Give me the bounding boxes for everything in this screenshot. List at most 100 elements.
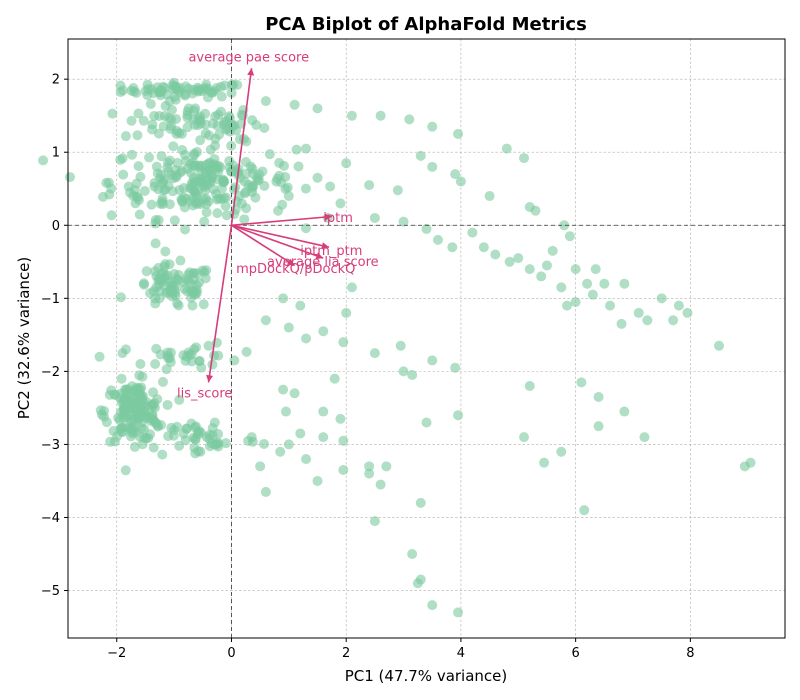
data-point [642,315,653,326]
data-point [562,300,573,311]
data-point [115,407,126,418]
data-point [536,271,547,282]
data-point [147,124,158,135]
data-point [714,340,725,351]
data-point [139,186,150,197]
data-point [126,115,137,126]
data-point [127,149,138,160]
data-point [164,353,175,364]
data-point [427,121,438,132]
data-point [364,180,375,191]
data-point [163,166,174,177]
data-point [432,234,443,245]
data-point [195,174,206,185]
y-tick-label: 1 [52,146,60,161]
data-point [668,315,679,326]
data-point [381,461,392,472]
data-point [619,406,630,417]
plot-frame [67,38,786,639]
data-point [251,119,262,130]
data-point [260,486,271,497]
data-point [616,318,627,329]
data-point [312,475,323,486]
data-point [124,421,135,432]
data-point [178,183,189,194]
data-point [157,178,168,189]
data-point [605,300,616,311]
loading-arrow [207,225,233,383]
data-point [564,231,575,242]
data-point [245,161,256,172]
data-point [239,176,250,187]
data-point [120,394,131,405]
loading-label: average lia score [267,255,379,270]
data-point [199,216,210,227]
data-point [346,282,357,293]
data-point [204,178,215,189]
data-point [106,210,117,221]
data-point [167,186,178,197]
data-point [198,299,209,310]
data-point [154,110,165,121]
data-point [118,169,129,180]
y-tick-label: −5 [41,584,60,599]
y-tick-label: −2 [41,365,60,380]
data-point [130,198,141,209]
data-point [246,181,257,192]
data-point [633,307,644,318]
data-point [539,457,550,468]
data-point [204,441,215,452]
data-point [148,285,159,296]
data-point [576,377,587,388]
data-point [203,340,214,351]
data-point [220,438,231,449]
data-point [200,128,211,139]
data-point [404,114,415,125]
data-point [133,108,144,119]
data-point [427,355,438,366]
data-point [184,267,195,278]
data-point [421,417,432,428]
data-point [364,468,375,479]
data-point [212,174,223,185]
data-point [201,207,212,218]
data-point [283,191,294,202]
data-point [447,242,458,253]
data-point [407,548,418,559]
data-point [212,208,223,219]
data-point [682,307,693,318]
data-point [152,394,163,405]
data-point [239,188,250,199]
data-point [501,143,512,154]
data-point [369,212,380,223]
data-point [467,227,478,238]
data-point [579,505,590,516]
zero-reference-lines [68,39,785,638]
data-point [582,278,593,289]
data-point [226,87,237,98]
data-point [221,192,232,203]
data-point [115,292,126,303]
data-point [241,346,252,357]
data-point [453,128,464,139]
data-point [150,358,161,369]
data-point [338,464,349,475]
data-point [258,438,269,449]
data-point [556,282,567,293]
data-point [116,373,127,384]
data-point [137,371,148,382]
data-point [229,184,240,195]
data-point [427,600,438,611]
data-point [94,351,105,362]
data-point [300,223,311,234]
data-point [99,411,110,422]
data-point [289,388,300,399]
data-point [117,153,128,164]
x-tick-label: 2 [342,646,350,661]
x-tick-label: 6 [571,646,579,661]
data-point [338,337,349,348]
data-point [157,449,168,460]
data-point [168,83,179,94]
data-point [134,209,145,220]
x-axis-ticks: −2 0 2 4 6 8 [107,638,694,661]
